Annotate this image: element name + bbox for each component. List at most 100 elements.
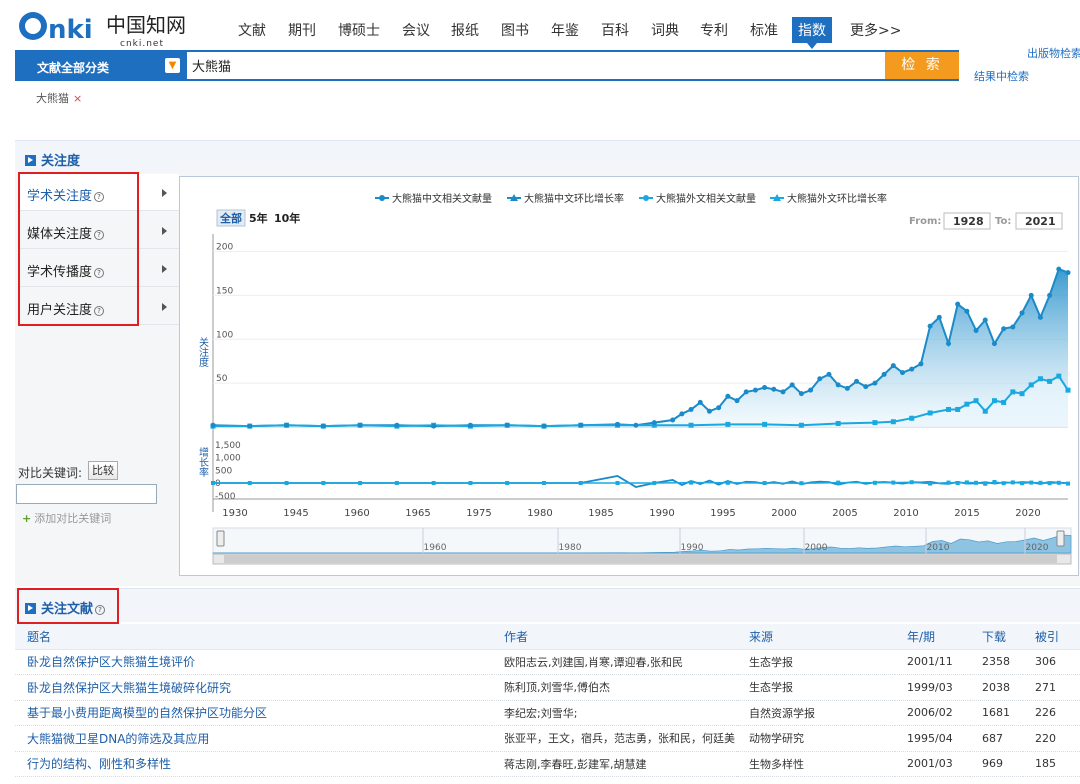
nav-item-zhishu[interactable]: 指数 [792, 17, 832, 49]
nav-item-qikan[interactable]: 期刊 [288, 23, 316, 39]
cell-title[interactable]: 卧龙自然保护区大熊猫生境破碎化研究 [15, 674, 492, 701]
x-tick-label: 2020 [1015, 508, 1040, 519]
col-title[interactable]: 题名 [15, 624, 492, 650]
navigator-tick-label: 2020 [1026, 543, 1049, 553]
cell-source[interactable]: 生态学报 [737, 674, 895, 701]
col-source[interactable]: 来源 [737, 624, 895, 650]
cell-cited: 306 [1023, 649, 1080, 675]
menu-media-attention[interactable]: 媒体关注度? [19, 212, 179, 249]
data-point-foreign [1056, 373, 1062, 379]
navigator-tick-label: 1990 [681, 543, 704, 553]
data-point-foreign [955, 406, 961, 412]
navigator-series [212, 534, 1072, 554]
nav-item-nianjian[interactable]: 年鉴 [551, 23, 579, 39]
legend-item: 大熊猫外文相关文献量 [656, 192, 756, 205]
legend-marker [643, 195, 649, 201]
cell-author[interactable]: 张亚平，王文，宿兵，范志勇，张和民，何廷美 [492, 725, 737, 752]
help-icon[interactable]: ? [94, 267, 105, 278]
data-point-chinese [1028, 292, 1034, 298]
data-point-foreign [688, 422, 694, 428]
nav-item-wenxian[interactable]: 文献 [238, 23, 266, 39]
search-within-results-link[interactable]: 结果中检索 [974, 70, 1029, 83]
range-10y-button[interactable]: 10年 [274, 211, 300, 225]
cell-source[interactable]: 生物多样性 [737, 751, 895, 777]
nav-item-cidian[interactable]: 词典 [651, 23, 679, 39]
category-dropdown[interactable]: 文献全部分类 ▼ [17, 52, 187, 79]
cell-downloads: 687 [970, 725, 1023, 752]
cell-title[interactable]: 基于最小费用距离模型的自然保护区功能分区 [15, 700, 492, 726]
data-point-chinese [467, 422, 473, 428]
compare-keyword-input[interactable] [16, 484, 157, 504]
navigator-right-handle[interactable] [1056, 530, 1065, 547]
x-tick-label: 1990 [649, 508, 674, 519]
col-cited[interactable]: 被引 [1023, 624, 1080, 650]
help-icon[interactable]: ? [94, 305, 105, 316]
data-point-foreign [1047, 378, 1053, 384]
data-point-foreign [890, 419, 896, 425]
cell-author[interactable]: 欧阳志云,刘建国,肖寒,谭迎春,张和民 [492, 649, 737, 675]
cell-source[interactable]: 动物学研究 [737, 725, 895, 752]
cell-downloads: 1681 [970, 700, 1023, 726]
nav-item-biaozhun[interactable]: 标准 [750, 23, 778, 39]
search-input[interactable] [192, 54, 882, 77]
x-tick-label: 1965 [405, 508, 430, 519]
data-point-chinese [743, 389, 749, 395]
cell-source[interactable]: 生态学报 [737, 649, 895, 675]
category-label: 文献全部分类 [37, 61, 110, 75]
navigator-scrollbar-thumb[interactable] [224, 555, 1057, 563]
data-point-foreign-growth [211, 481, 215, 485]
cell-author[interactable]: 陈利顶,刘雪华,傅伯杰 [492, 674, 737, 701]
menu-academic-spread[interactable]: 学术传播度? [19, 250, 179, 287]
from-input[interactable] [943, 212, 991, 230]
range-all-button[interactable] [216, 209, 246, 227]
search-button[interactable]: 检 索 [885, 52, 959, 79]
help-icon[interactable]: ? [95, 604, 106, 615]
navigator-left-handle[interactable] [216, 530, 225, 547]
publication-search-link[interactable]: 出版物检索 [1027, 47, 1080, 60]
to-input[interactable] [1015, 212, 1063, 230]
nav-item-huiyi[interactable]: 会议 [402, 23, 430, 39]
nav-item-zhuanli[interactable]: 专利 [700, 23, 728, 39]
nav-item-boshuoshi[interactable]: 博硕士 [338, 23, 380, 39]
data-point-chinese [955, 301, 961, 307]
nav-item-tushu[interactable]: 图书 [501, 23, 529, 39]
cell-source[interactable]: 自然资源学报 [737, 700, 895, 726]
nav-item-baozhi[interactable]: 报纸 [451, 23, 479, 39]
cell-title[interactable]: 大熊猫微卫星DNA的筛选及其应用 [15, 725, 492, 752]
data-point-chinese [808, 387, 814, 393]
data-point-chinese [688, 406, 694, 412]
menu-academic-attention[interactable]: 学术关注度? [19, 174, 179, 211]
cnki-logo[interactable]: nki 中国知网 cnki.net [16, 8, 196, 49]
data-point-chinese [817, 376, 823, 382]
data-point-foreign-growth [891, 480, 896, 485]
nav-item-baike[interactable]: 百科 [601, 23, 629, 39]
date-range-inputs: From: 1928 To: 2021 [909, 212, 1063, 230]
help-icon[interactable]: ? [94, 229, 105, 240]
cell-author[interactable]: 李纪宏;刘雪华; [492, 700, 737, 726]
compare-button[interactable]: 比较 [88, 461, 118, 480]
range-all-label: 全部 [219, 211, 242, 225]
search-bar: 文献全部分类 ▼ 检 索 [15, 50, 959, 81]
data-point-chinese [780, 389, 786, 395]
col-author[interactable]: 作者 [492, 624, 737, 650]
range-5y-button[interactable]: 5年 [249, 211, 268, 225]
table-row: 行为的结构、刚性和多样性 蒋志刚,李春旺,彭建军,胡慧建 生物多样性 2001/03 9… [15, 751, 1080, 777]
cell-author[interactable]: 蒋志刚,李春旺,彭建军,胡慧建 [492, 751, 737, 777]
cell-cited: 226 [1023, 700, 1080, 726]
x-tick-label: 2010 [893, 508, 918, 519]
add-compare-keyword-link[interactable]: + 添加对比关键词 [22, 512, 112, 525]
navigator[interactable]: 1960 1980 1990 2000 2010 2020 [212, 527, 1072, 565]
data-point-foreign-growth [358, 481, 363, 485]
col-downloads[interactable]: 下载 [970, 624, 1023, 650]
close-icon[interactable]: × [73, 92, 83, 105]
cell-title[interactable]: 卧龙自然保护区大熊猫生境评价 [15, 649, 492, 675]
data-point-foreign-growth [615, 481, 620, 485]
chevron-down-icon: ▼ [165, 58, 180, 73]
legend-item: 大熊猫外文环比增长率 [787, 192, 887, 205]
cell-title[interactable]: 行为的结构、刚性和多样性 [15, 751, 492, 777]
data-point-chinese [844, 385, 850, 391]
legend-marker [379, 195, 385, 201]
nav-item-more[interactable]: 更多>> [850, 23, 902, 39]
col-date[interactable]: 年/期 [895, 624, 970, 650]
help-icon[interactable]: ? [94, 191, 105, 202]
